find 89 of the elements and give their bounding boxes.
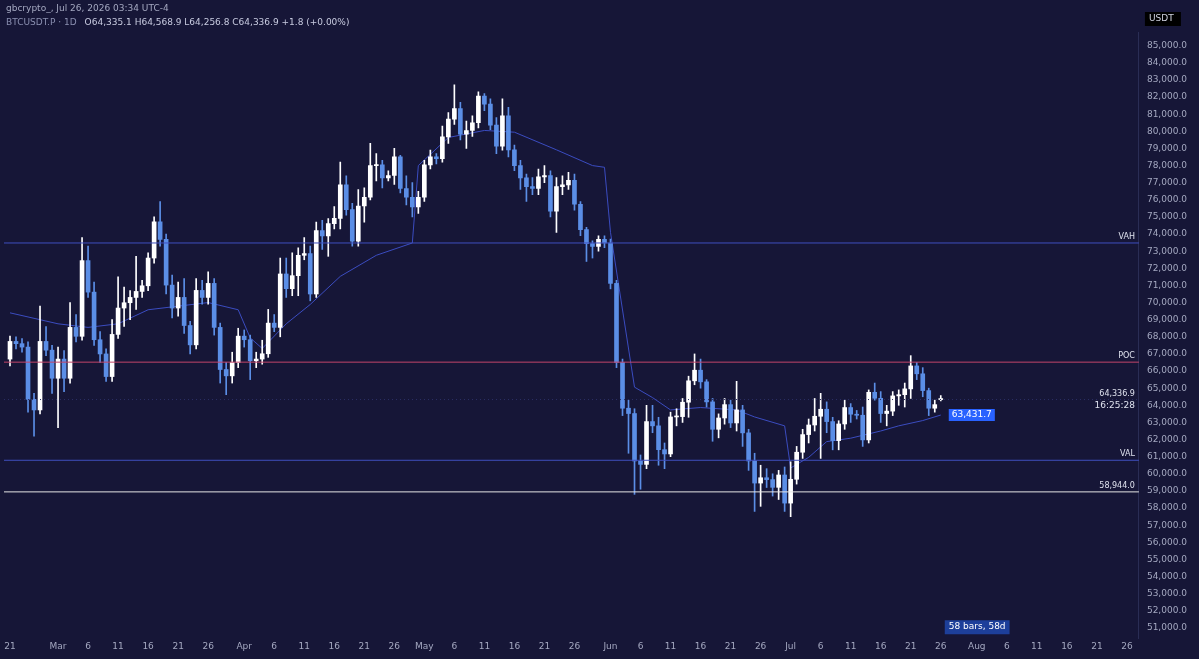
- x-tick-label: 21: [905, 640, 917, 651]
- y-tick-label: 51,000.0: [1146, 622, 1188, 633]
- x-tick-label: 11: [844, 640, 857, 651]
- y-tick-label: 69,000.0: [1146, 314, 1188, 325]
- annotation: 16:25:28: [1094, 400, 1136, 411]
- y-tick-label: 64,000.0: [1146, 399, 1188, 410]
- x-tick-label: 16: [142, 640, 155, 651]
- x-tick-label: 26: [568, 640, 581, 651]
- y-tick-label: 62,000.0: [1146, 433, 1188, 444]
- ref-line-label: VAL: [1120, 449, 1136, 459]
- x-tick-label: 16: [694, 640, 707, 651]
- x-tick-label: 26: [935, 640, 947, 651]
- x-tick-label: 11: [1031, 640, 1043, 651]
- candlestick: [133, 256, 139, 310]
- ref-line-label: 64,336.9: [1099, 388, 1135, 398]
- candlestick: [13, 336, 19, 350]
- ref-line-label: 58,944.0: [1099, 480, 1135, 490]
- y-tick-label: 61,000.0: [1146, 451, 1188, 462]
- x-tick-label: 21: [4, 640, 16, 651]
- x-tick-label: 21: [358, 640, 371, 651]
- annotation: 63,431.7: [951, 409, 992, 420]
- y-tick-label: 70,000.0: [1146, 296, 1188, 307]
- y-tick-label: 58,000.0: [1146, 502, 1188, 513]
- candlestick: [319, 220, 325, 250]
- annotation: 58 bars, 58d: [948, 621, 1006, 632]
- x-tick-label: 26: [202, 640, 215, 651]
- y-tick-label: 77,000.0: [1146, 177, 1188, 188]
- x-tick-label: 6: [637, 640, 644, 651]
- candlestick: [253, 351, 259, 368]
- y-tick-label: 71,000.0: [1146, 279, 1188, 290]
- x-tick-label: Jul: [784, 640, 797, 651]
- ref-line-label: POC: [1118, 351, 1136, 361]
- y-tick-label: 56,000.0: [1146, 536, 1188, 547]
- text: gbcrypto_, Jul 26, 2026 03:34 UTC-4: [6, 2, 169, 13]
- y-tick-label: 79,000.0: [1146, 142, 1188, 153]
- y-tick-label: 54,000.0: [1146, 570, 1188, 581]
- x-tick-label: 16: [328, 640, 341, 651]
- x-tick-label: 16: [1061, 640, 1073, 651]
- y-tick-label: 81,000.0: [1146, 108, 1188, 119]
- y-tick-label: 52,000.0: [1146, 605, 1188, 616]
- chart-title: BTCUSDT.P · 1D: [6, 16, 77, 27]
- y-tick-label: 74,000.0: [1146, 228, 1188, 239]
- y-tick-label: 80,000.0: [1146, 125, 1188, 136]
- x-tick-label: Jun: [602, 640, 618, 651]
- y-tick-label: 67,000.0: [1146, 348, 1188, 359]
- x-tick-label: 21: [724, 640, 737, 651]
- candlestick: [884, 404, 890, 427]
- x-tick-label: 11: [298, 640, 310, 651]
- y-tick-label: 65,000.0: [1146, 382, 1188, 393]
- x-tick-label: Apr: [236, 640, 253, 651]
- y-tick-label: 53,000.0: [1146, 588, 1188, 599]
- y-tick-label: 72,000.0: [1146, 262, 1188, 273]
- y-tick-label: 84,000.0: [1146, 57, 1188, 68]
- x-tick-label: 11: [478, 640, 491, 651]
- y-tick-label: 82,000.0: [1146, 91, 1188, 102]
- x-tick-label: May: [415, 640, 435, 651]
- y-tick-label: 68,000.0: [1146, 331, 1188, 342]
- y-tick-label: 55,000.0: [1146, 553, 1188, 564]
- y-tick-label: 66,000.0: [1146, 365, 1188, 376]
- y-tick-label: 78,000.0: [1146, 159, 1188, 170]
- y-tick-label: 60,000.0: [1146, 468, 1188, 479]
- x-tick-label: Mar: [49, 640, 67, 651]
- x-tick-label: 6: [1003, 640, 1010, 651]
- x-tick-label: 6: [271, 640, 278, 651]
- x-tick-label: 11: [112, 640, 124, 651]
- y-tick-label: 73,000.0: [1146, 245, 1188, 256]
- x-tick-label: 11: [664, 640, 677, 651]
- x-tick-label: 21: [172, 640, 184, 651]
- y-tick-label: 75,000.0: [1146, 211, 1188, 222]
- x-tick-label: 6: [817, 640, 824, 651]
- x-tick-label: 16: [874, 640, 887, 651]
- y-tick-label: 57,000.0: [1146, 519, 1188, 530]
- chart-subtitle: O64,335.1 H64,568.9 L64,256.8 C64,336.9 +1.8 (+0.00%): [84, 16, 350, 27]
- x-tick-label: 21: [538, 640, 551, 651]
- x-tick-label: 21: [1091, 640, 1103, 651]
- x-tick-label: 6: [85, 640, 92, 651]
- x-tick-label: 16: [508, 640, 521, 651]
- y-tick-label: 59,000.0: [1146, 485, 1188, 496]
- y-tick-label: 76,000.0: [1146, 194, 1188, 205]
- y-tick-label: 63,000.0: [1146, 416, 1188, 427]
- y-axis-title: USDT: [1148, 12, 1175, 23]
- x-tick-label: 26: [1121, 640, 1133, 651]
- x-tick-label: 6: [451, 640, 458, 651]
- y-tick-label: 83,000.0: [1146, 74, 1188, 85]
- x-tick-label: Aug: [968, 640, 986, 651]
- y-tick-label: 85,000.0: [1146, 40, 1188, 51]
- x-tick-label: 26: [388, 640, 401, 651]
- x-tick-label: 26: [754, 640, 767, 651]
- ref-line-label: VAH: [1118, 232, 1135, 242]
